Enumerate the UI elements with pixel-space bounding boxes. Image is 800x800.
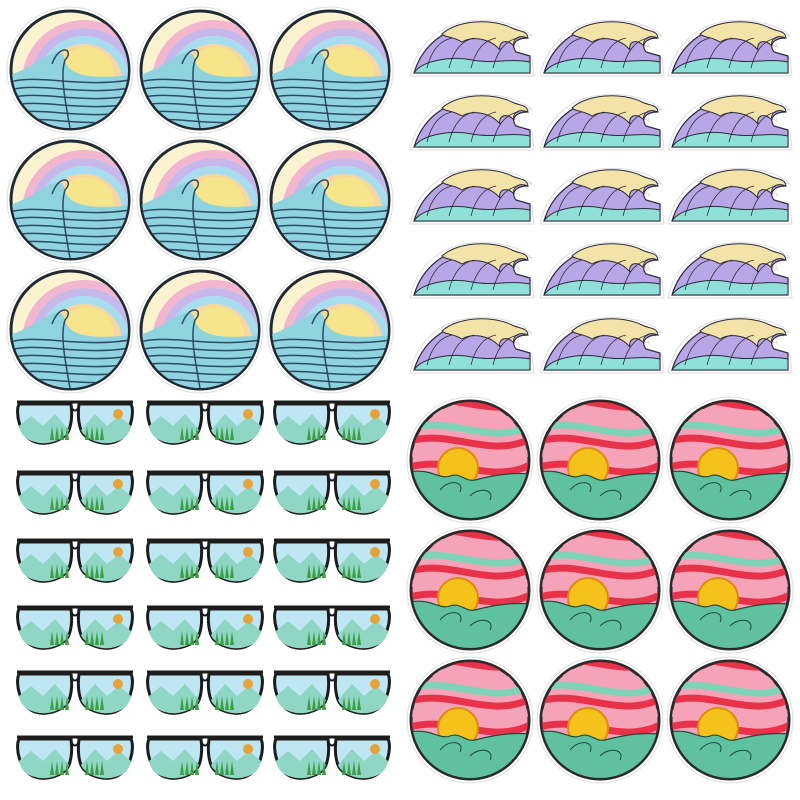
- purple-wave-patch: [667, 241, 793, 299]
- mountain-sunglasses-patch: [146, 670, 264, 715]
- purple-wave-patch: [667, 316, 793, 374]
- striped-sun-wave-patch: [406, 396, 534, 524]
- mountain-sunglasses-patch: [16, 670, 134, 715]
- purple-wave-patch: [667, 19, 793, 77]
- striped-sun-wave-patch: [536, 656, 664, 784]
- coral-sunset-patches: [406, 396, 794, 784]
- purple-wave-patch: [539, 241, 665, 299]
- mountain-sunglasses-patch: [146, 605, 264, 650]
- mountain-sunglasses-patch: [16, 538, 134, 583]
- striped-sun-wave-patch: [666, 526, 794, 654]
- purple-wave-patch: [667, 93, 793, 151]
- mountain-sunglasses-patch: [146, 400, 264, 445]
- rainbow-sun-wave-patch: [266, 136, 394, 264]
- purple-wave-patch: [539, 316, 665, 374]
- aviator-sunglasses-patches: [16, 400, 391, 780]
- mountain-sunglasses-patch: [16, 470, 134, 515]
- sunset-rainbow-patches: [6, 6, 394, 394]
- purple-wave-patch: [409, 316, 535, 374]
- great-wave-patches: [409, 19, 793, 374]
- rainbow-sun-wave-patch: [6, 136, 134, 264]
- mountain-sunglasses-patch: [273, 670, 391, 715]
- mountain-sunglasses-patch: [146, 470, 264, 515]
- mountain-sunglasses-patch: [16, 735, 134, 780]
- purple-wave-patch: [539, 93, 665, 151]
- mountain-sunglasses-patch: [273, 538, 391, 583]
- mountain-sunglasses-patch: [273, 400, 391, 445]
- purple-wave-patch: [667, 167, 793, 225]
- purple-wave-patch: [539, 167, 665, 225]
- purple-wave-patch: [409, 167, 535, 225]
- striped-sun-wave-patch: [406, 656, 534, 784]
- rainbow-sun-wave-patch: [266, 6, 394, 134]
- mountain-sunglasses-patch: [16, 605, 134, 650]
- mountain-sunglasses-patch: [273, 735, 391, 780]
- purple-wave-patch: [409, 93, 535, 151]
- mountain-sunglasses-patch: [146, 735, 264, 780]
- mountain-sunglasses-patch: [146, 538, 264, 583]
- purple-wave-patch: [409, 19, 535, 77]
- striped-sun-wave-patch: [536, 526, 664, 654]
- rainbow-sun-wave-patch: [6, 6, 134, 134]
- rainbow-sun-wave-patch: [136, 136, 264, 264]
- striped-sun-wave-patch: [406, 526, 534, 654]
- rainbow-sun-wave-patch: [6, 266, 134, 394]
- purple-wave-patch: [539, 19, 665, 77]
- rainbow-sun-wave-patch: [266, 266, 394, 394]
- mountain-sunglasses-patch: [273, 470, 391, 515]
- mountain-sunglasses-patch: [16, 400, 134, 445]
- striped-sun-wave-patch: [536, 396, 664, 524]
- rainbow-sun-wave-patch: [136, 266, 264, 394]
- mountain-sunglasses-patch: [273, 605, 391, 650]
- striped-sun-wave-patch: [666, 396, 794, 524]
- rainbow-sun-wave-patch: [136, 6, 264, 134]
- striped-sun-wave-patch: [666, 656, 794, 784]
- purple-wave-patch: [409, 241, 535, 299]
